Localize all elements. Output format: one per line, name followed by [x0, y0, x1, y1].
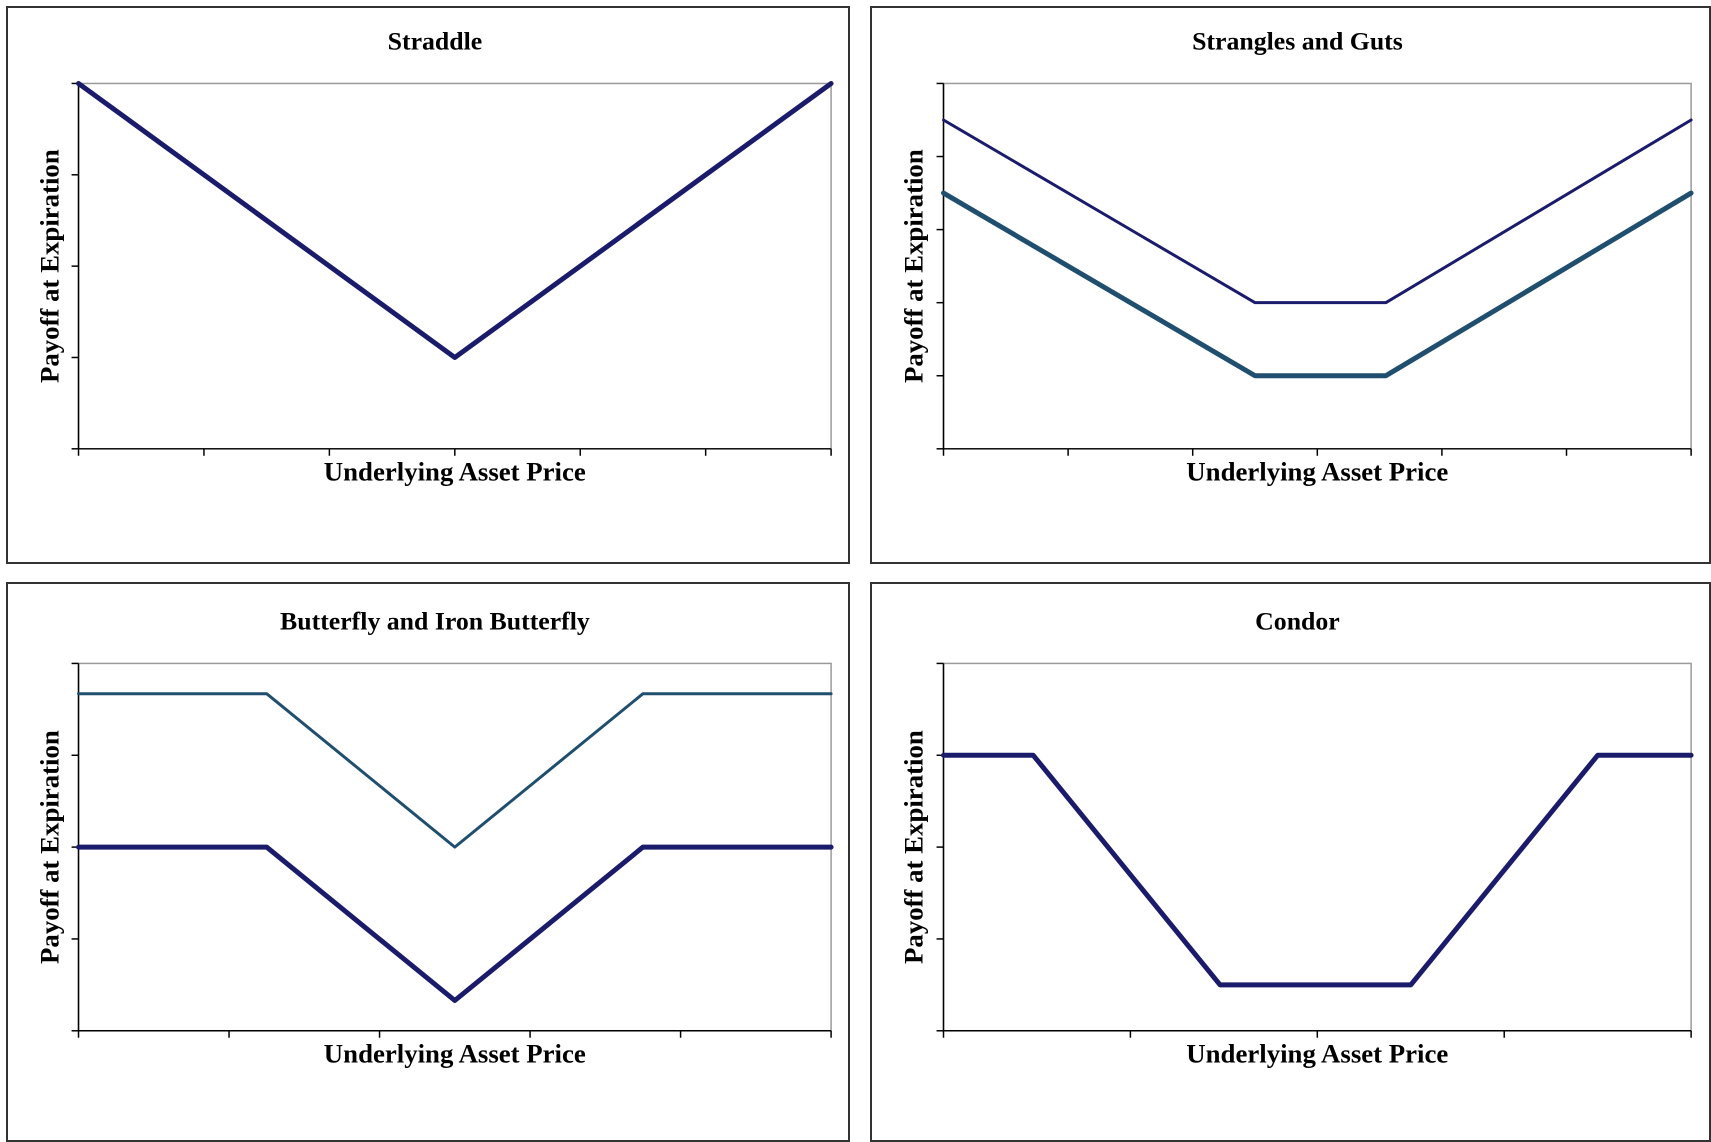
plot-area — [942, 82, 1692, 450]
chart-svg: Straddle Underlying Asset Price Payoff at … — [35, 27, 834, 487]
chart-title: Strangles and Guts — [1192, 27, 1403, 56]
chart-svg: Butterfly and Iron Butterfly Underlying A… — [35, 607, 834, 1069]
butterfly-chart-panel: Butterfly and Iron Butterfly Underlying A… — [6, 582, 850, 1142]
chart-title: Butterfly and Iron Butterfly — [280, 607, 590, 636]
x-axis-label: Underlying Asset Price — [1186, 1039, 1448, 1069]
strangles-guts-chart-panel: Strangles and Guts Underlying Asset Price… — [870, 6, 1711, 564]
y-axis-label: Payoff at Expiration — [35, 149, 65, 383]
x-axis-label: Underlying Asset Price — [324, 457, 586, 487]
chart-title: Straddle — [388, 27, 483, 56]
x-axis-label: Underlying Asset Price — [1186, 457, 1448, 487]
condor-chart-panel: Condor Underlying Asset Price Payoff at Ex… — [870, 582, 1711, 1142]
series-line-2 — [76, 844, 834, 1003]
series-line-1 — [76, 80, 834, 360]
chart-title: Condor — [1255, 607, 1340, 636]
series-line-1 — [941, 752, 1694, 988]
y-axis-label: Payoff at Expiration — [899, 730, 929, 964]
plot-area — [942, 662, 1692, 1032]
x-axis-label: Underlying Asset Price — [324, 1039, 586, 1069]
y-axis-label: Payoff at Expiration — [35, 730, 65, 964]
series-line-2 — [941, 190, 1694, 379]
y-axis-label: Payoff at Expiration — [899, 149, 929, 383]
chart-svg: Strangles and Guts Underlying Asset Price… — [899, 27, 1694, 487]
series-line-1 — [942, 118, 1693, 305]
plot-area — [77, 82, 832, 450]
series-line-1 — [77, 692, 833, 849]
chart-svg: Condor Underlying Asset Price Payoff at Ex… — [899, 607, 1694, 1069]
straddle-chart-panel: Straddle Underlying Asset Price Payoff at … — [6, 6, 850, 564]
